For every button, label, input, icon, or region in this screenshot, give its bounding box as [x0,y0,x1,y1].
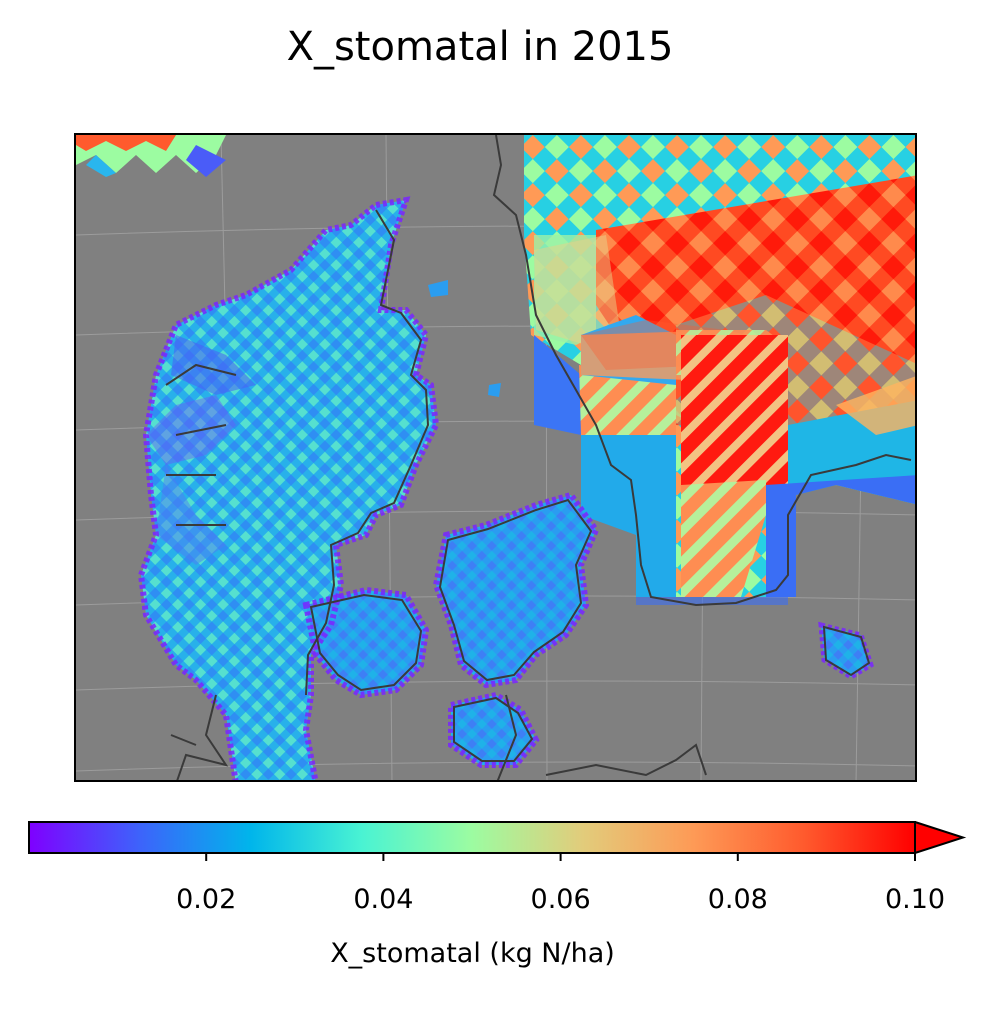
colorbar [28,821,968,861]
sweden-field [524,135,915,605]
colorbar-extend-arrow [914,821,967,855]
norway-patches [76,135,226,177]
colorbar-tick-label: 0.06 [530,884,591,915]
map-canvas [76,135,915,780]
map-panel [74,133,917,782]
denmark-land [137,196,875,780]
colorbar-tick-label: 0.04 [353,884,414,915]
colorbar-label: X_stomatal (kg N/ha) [330,938,615,969]
colorbar-tick-label: 0.10 [884,884,946,915]
colorbar-tick-label: 0.08 [707,884,768,915]
colorbar-gradient [28,821,967,861]
colorbar-tick-label: 0.02 [176,884,237,915]
figure-title: X_stomatal in 2015 [286,24,674,70]
coastlines [165,135,912,780]
